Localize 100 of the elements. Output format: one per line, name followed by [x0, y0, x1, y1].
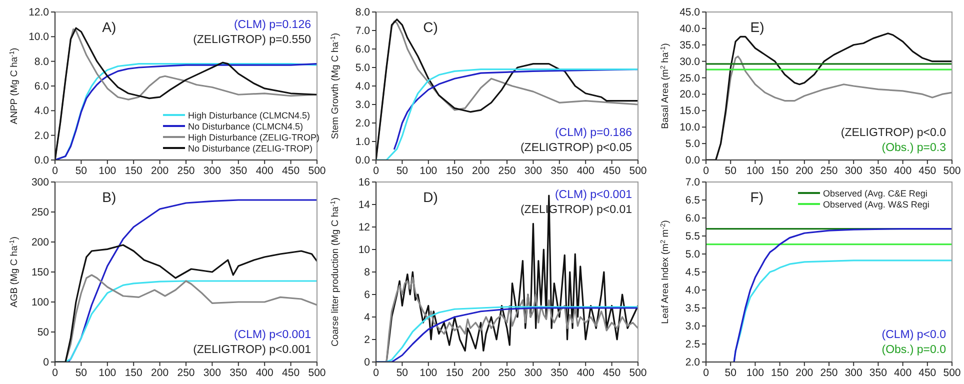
x-tick-label: 150	[771, 367, 789, 379]
x-tick-label: 150	[771, 165, 789, 177]
y-tick-label: 1.0	[355, 136, 370, 148]
x-tick-label: 0	[703, 367, 710, 379]
line-series	[733, 228, 952, 362]
x-tick-label: 200	[151, 367, 169, 379]
annotation: (ZELIGTROP) p<0.0	[840, 127, 946, 139]
y-tick-label: 2.0	[34, 130, 50, 142]
annotation: A)	[102, 19, 116, 35]
y-tick-label: 5.0	[685, 138, 700, 150]
y-tick-label: 4.0	[685, 284, 700, 296]
annotation: (Obs.) p=0.0	[882, 344, 946, 356]
y-tick-label: 50	[37, 326, 50, 338]
y-tick-label: 0	[43, 356, 50, 368]
y-tick-label: 35.0	[680, 39, 700, 52]
y-tick-label: 4.5	[685, 266, 700, 278]
y-tick-label: 10.0	[28, 31, 50, 44]
y-tick-label: 7.0	[685, 176, 700, 188]
x-tick-label: 400	[894, 165, 912, 177]
x-tick-label: 300	[844, 165, 863, 177]
annotation: (Obs.) p=0.3	[882, 142, 946, 154]
x-tick-label: 450	[918, 165, 936, 177]
annotation: E)	[750, 19, 764, 35]
y-tick-label: 8.0	[34, 56, 50, 68]
x-tick-label: 300	[203, 165, 222, 177]
x-tick-label: 50	[396, 367, 408, 379]
y-tick-label: 2	[364, 334, 370, 346]
annotation: (CLM) p<0.001	[234, 329, 311, 341]
y-tick-label: 0	[364, 356, 370, 368]
y-tick-label: 6.5	[685, 194, 700, 206]
annotation: D)	[423, 189, 438, 205]
y-tick-label: 3.5	[685, 302, 700, 314]
x-tick-label: 500	[629, 367, 647, 379]
x-tick-label: 400	[256, 165, 274, 177]
x-tick-label: 250	[177, 165, 195, 177]
x-tick-label: 350	[550, 165, 568, 177]
y-tick-label: 45.0	[680, 6, 700, 18]
annotation: C)	[423, 19, 438, 35]
annotation: (CLM) p=0.186	[554, 127, 632, 139]
y-tick-label: 8	[364, 266, 370, 278]
y-tick-label: 8.0	[355, 6, 370, 18]
annotation: (ZELIGTROP) p=0.550	[193, 34, 311, 46]
y-tick-label: 30.0	[680, 56, 700, 68]
y-tick-label: 5.0	[685, 248, 700, 260]
x-tick-label: 150	[446, 367, 464, 379]
y-tick-label: 250	[31, 206, 50, 218]
y-tick-label: 200	[31, 236, 50, 248]
x-tick-label: 0	[52, 165, 58, 177]
x-tick-label: 300	[524, 165, 542, 177]
y-tick-label: 2.5	[685, 338, 700, 350]
x-tick-label: 500	[629, 165, 647, 177]
x-tick-label: 100	[420, 367, 438, 379]
annotation: (CLM) p=0.126	[234, 19, 311, 31]
x-tick-label: 50	[396, 165, 408, 177]
y-tick-label: 15.0	[680, 105, 700, 118]
x-tick-label: 50	[75, 165, 88, 177]
x-tick-label: 350	[550, 367, 568, 379]
x-tick-label: 200	[472, 165, 490, 177]
y-tick-label: 10.0	[680, 122, 700, 134]
x-tick-label: 250	[820, 367, 838, 379]
annotation: (CLM) p<0.0	[882, 329, 946, 341]
legend-label: No Disturbance (CLMCN4.5)	[188, 122, 304, 132]
x-tick-label: 150	[124, 165, 143, 177]
annotation: (ZELIGTROP) p<0.05	[520, 142, 632, 154]
y-tick-label: 100	[31, 296, 50, 308]
y-tick-label: 6.0	[34, 80, 50, 92]
x-tick-label: 200	[796, 367, 814, 379]
x-tick-label: 400	[256, 367, 274, 379]
y-tick-label: 12	[358, 222, 370, 234]
x-tick-label: 300	[203, 367, 222, 379]
x-tick-label: 150	[124, 367, 143, 379]
x-tick-label: 250	[498, 165, 516, 177]
x-tick-label: 450	[603, 367, 621, 379]
x-tick-label: 400	[576, 165, 595, 177]
y-tick-label: 12.0	[28, 6, 50, 18]
x-tick-label: 50	[724, 367, 737, 379]
x-tick-label: 0	[373, 367, 380, 379]
x-tick-label: 350	[230, 165, 248, 177]
y-tick-label: 5.5	[685, 230, 700, 242]
y-tick-label: 0.0	[685, 154, 700, 166]
y-tick-label: 20.0	[680, 88, 700, 101]
y-tick-label: 4.0	[355, 80, 370, 92]
y-tick-label: 6	[364, 289, 370, 301]
x-tick-label: 400	[576, 367, 595, 379]
x-tick-label: 450	[282, 367, 300, 379]
x-tick-label: 0	[373, 165, 380, 177]
x-tick-label: 250	[177, 367, 195, 379]
y-tick-label: 25.0	[680, 72, 700, 84]
x-tick-label: 450	[282, 165, 300, 177]
legend-label: Observed (Avg. C&E Regi	[823, 188, 928, 198]
x-tick-label: 200	[151, 165, 169, 177]
x-tick-label: 500	[308, 367, 326, 379]
x-tick-label: 500	[943, 165, 961, 177]
x-tick-label: 300	[524, 367, 542, 379]
y-tick-label: 6.0	[355, 44, 370, 56]
x-tick-label: 250	[820, 165, 838, 177]
x-tick-label: 150	[446, 165, 464, 177]
x-tick-label: 300	[844, 367, 863, 379]
y-tick-label: 2.0	[685, 356, 700, 368]
x-tick-label: 100	[746, 165, 764, 177]
